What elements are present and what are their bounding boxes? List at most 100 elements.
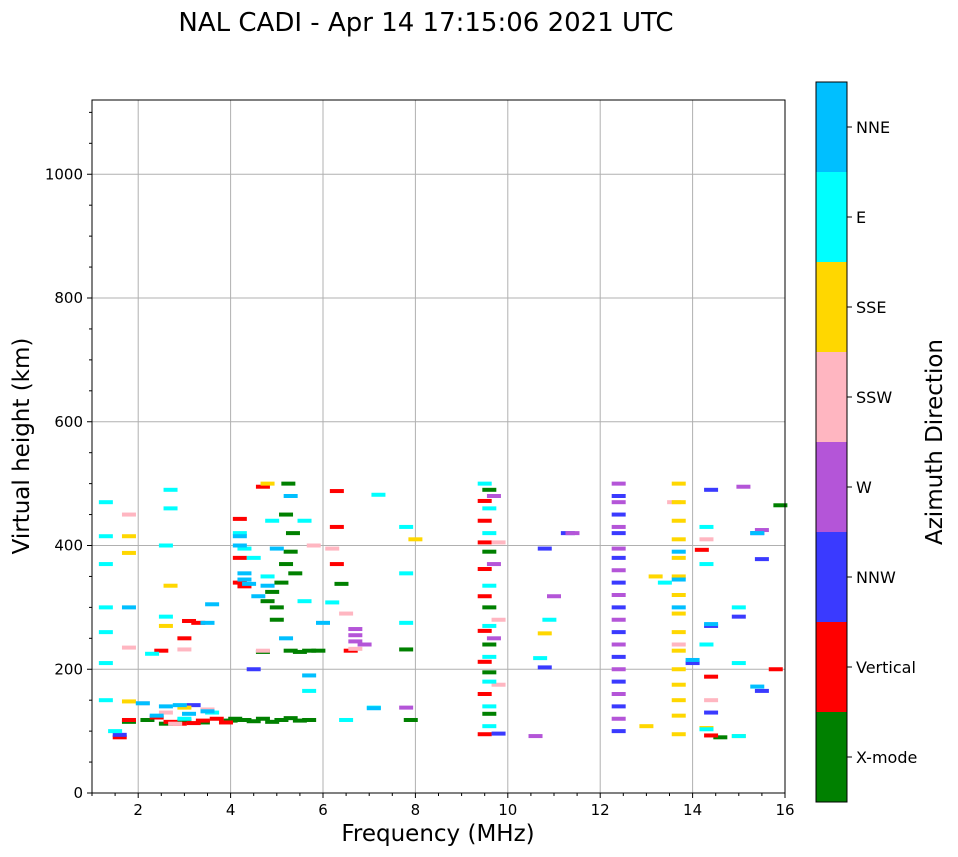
echo-point	[699, 537, 714, 542]
echo-point	[112, 732, 127, 737]
echo-point	[611, 512, 626, 517]
echo-point	[699, 562, 714, 567]
x-axis: 2 4 6 8 10 12 14 16	[91, 793, 795, 819]
echo-point	[98, 698, 113, 703]
echo-point	[232, 531, 247, 536]
plot-area: 2 4 6 8 10 12 14 16 0 200 400 600 800 1000	[45, 99, 795, 819]
echo-point	[246, 555, 261, 560]
echo-point	[251, 594, 266, 599]
echo-point	[98, 661, 113, 666]
echo-point	[547, 594, 561, 599]
echo-point	[565, 531, 580, 536]
echo-point	[704, 674, 719, 679]
echo-point	[232, 555, 247, 560]
echo-point	[477, 659, 492, 664]
echo-point	[611, 630, 626, 635]
echo-point	[611, 667, 626, 672]
echo-point	[399, 647, 414, 652]
echo-point	[191, 620, 206, 625]
echo-point	[112, 735, 127, 740]
echo-point	[611, 531, 626, 536]
echo-point	[135, 701, 150, 706]
echo-point	[182, 711, 197, 716]
echo-point	[537, 665, 552, 670]
echo-point	[348, 646, 363, 651]
echo-point	[260, 481, 275, 486]
echo-point	[334, 581, 349, 586]
echo-point	[274, 717, 289, 722]
echo-point	[611, 679, 626, 684]
echo-point	[611, 555, 626, 560]
y-tick-label: 800	[54, 289, 83, 307]
echo-point	[537, 546, 552, 551]
echo-point	[325, 546, 340, 551]
echo-point	[611, 568, 626, 573]
echo-point	[302, 673, 317, 678]
echo-point	[200, 709, 215, 714]
echo-point	[140, 717, 155, 722]
echo-point	[528, 734, 543, 739]
echo-point	[671, 713, 686, 718]
echo-point	[285, 531, 300, 536]
echo-point	[611, 642, 626, 647]
echo-point	[704, 710, 719, 715]
echo-point	[218, 720, 233, 725]
colorbar-segment	[816, 532, 847, 622]
echo-point	[186, 703, 201, 708]
echo-point	[274, 580, 289, 585]
echo-point	[403, 717, 418, 722]
echo-point	[283, 648, 298, 653]
echo-point	[611, 605, 626, 610]
echo-point	[611, 716, 626, 721]
echo-point	[205, 602, 220, 607]
echo-point	[98, 605, 113, 610]
echo-point	[671, 577, 686, 582]
x-tick-label: 4	[226, 801, 236, 819]
x-tick-label: 10	[498, 801, 517, 819]
echo-point	[482, 623, 497, 628]
echo-point	[121, 512, 136, 517]
echo-point	[477, 628, 492, 633]
echo-point	[685, 661, 700, 666]
echo-point	[242, 581, 257, 586]
echo-point	[671, 648, 686, 653]
echo-point	[533, 656, 548, 661]
echo-point	[182, 618, 197, 623]
echo-point	[237, 717, 252, 722]
echo-point	[329, 562, 344, 567]
echo-point	[611, 593, 626, 597]
colorbar-segment	[816, 82, 847, 172]
echo-point	[731, 734, 746, 739]
grid	[92, 100, 786, 793]
echo-point	[477, 692, 492, 696]
echo-point	[246, 667, 261, 672]
echo-point	[408, 537, 423, 542]
data-marks	[98, 481, 788, 740]
echo-point	[486, 562, 501, 567]
y-tick-label: 600	[54, 413, 83, 431]
echo-point	[255, 716, 270, 721]
echo-point	[482, 487, 497, 492]
echo-point	[121, 717, 136, 722]
echo-point	[158, 704, 173, 709]
echo-point	[158, 710, 173, 715]
echo-point	[486, 494, 501, 498]
echo-point	[316, 620, 330, 625]
echo-point	[329, 489, 344, 494]
echo-point	[611, 500, 626, 505]
echo-point	[366, 706, 381, 711]
x-tick-label: 14	[683, 801, 702, 819]
series-nne	[121, 494, 765, 718]
echo-point	[302, 688, 317, 693]
echo-point	[537, 631, 552, 636]
echo-point	[482, 704, 497, 709]
colorbar-segment	[816, 352, 847, 442]
echo-point	[177, 636, 192, 641]
echo-point	[671, 555, 686, 560]
echo-point	[237, 571, 252, 576]
echo-point	[754, 557, 769, 562]
y-tick-label: 0	[73, 784, 83, 802]
y-axis: 0 200 400 600 800 1000	[45, 111, 92, 802]
echo-point	[177, 716, 192, 721]
series-sse	[121, 481, 746, 739]
